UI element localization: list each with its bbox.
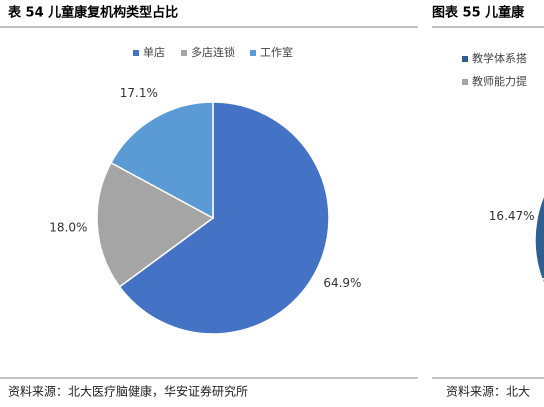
data-label: 18.0% (49, 221, 87, 235)
legend-label: 教师能力提 (472, 74, 527, 88)
legend-label: 教学体系搭 (472, 51, 527, 65)
chart-title: 图表 55 儿童康 (432, 5, 525, 21)
source: 资料来源：北大 (446, 385, 530, 399)
legend-label: 多店连锁 (191, 45, 235, 59)
legend-swatch (133, 50, 139, 56)
legend-swatch (462, 56, 468, 62)
pie-slice (96, 161, 215, 288)
source: 资料来源：北大医疗脑健康，华安证券研究所 (8, 384, 248, 399)
legend-swatch (462, 79, 468, 85)
data-label: 64.9% (323, 276, 361, 290)
legend-swatch (250, 50, 256, 56)
data-label: 16.47% (489, 209, 535, 223)
pie-slice (534, 193, 544, 281)
legend-label: 工作室 (260, 45, 293, 59)
legend-label: 单店 (143, 45, 165, 59)
data-label: 17.1% (120, 86, 158, 100)
chart-title: 表 54 儿童康复机构类型占比 (7, 5, 178, 21)
pie-slice (540, 277, 544, 287)
pie-slice (118, 101, 330, 335)
pie-slice (109, 101, 214, 220)
legend-swatch (181, 50, 187, 56)
